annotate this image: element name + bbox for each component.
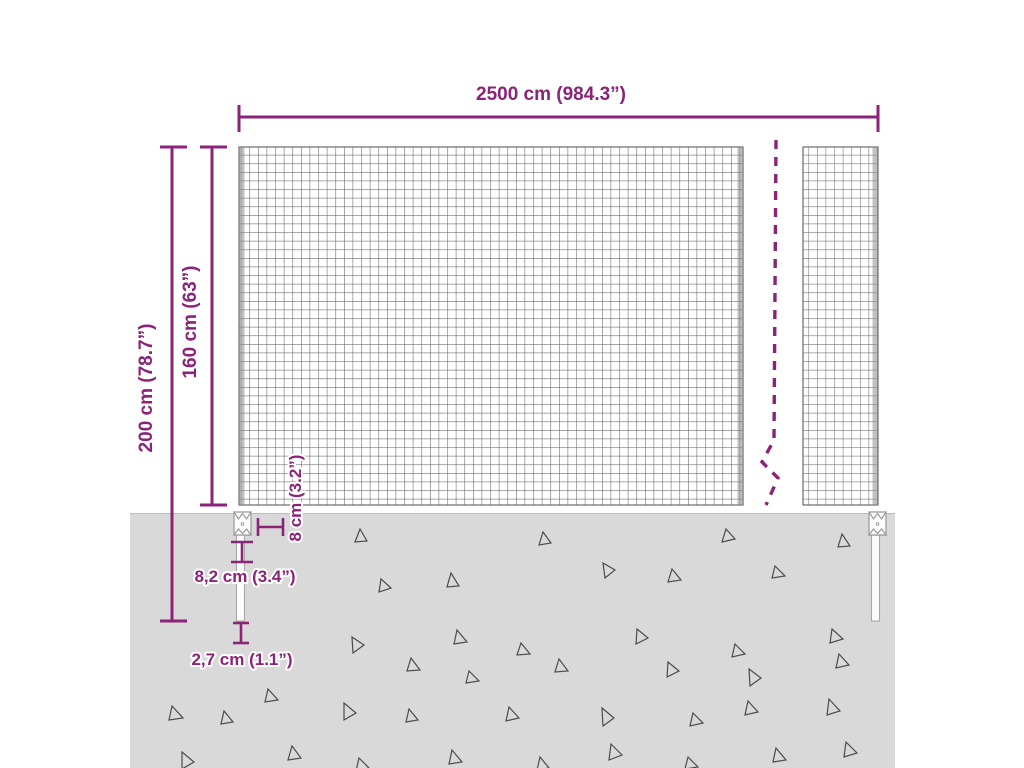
dimension-height-160 <box>200 145 227 507</box>
fence-post-right <box>867 511 888 622</box>
label-height-200: 200 cm (78.7”) <box>136 324 157 453</box>
dimension-cap-height-8 <box>256 518 285 536</box>
break-line-symbol <box>759 139 781 506</box>
wire-mesh-panel-main <box>238 146 744 506</box>
fence-post-left <box>232 511 253 622</box>
label-shaft-width-27: 2,7 cm (1.1”) <box>191 650 292 669</box>
label-width-2500: 2500 cm (984.3”) <box>476 84 626 105</box>
ground-gravel <box>130 513 895 768</box>
label-cap-height-8: 8 cm (3.2”) <box>286 455 305 542</box>
dimension-cap-width-82 <box>231 540 253 564</box>
label-height-160: 160 cm (63”) <box>180 265 201 378</box>
dimension-height-200 <box>160 145 187 623</box>
gravel-pebbles <box>168 527 859 768</box>
wire-mesh-panel-right <box>802 146 879 506</box>
dimension-shaft-width-27 <box>233 621 249 645</box>
label-cap-width-82: 8,2 cm (3.4”) <box>194 567 295 586</box>
dimension-width-2500 <box>237 105 880 132</box>
